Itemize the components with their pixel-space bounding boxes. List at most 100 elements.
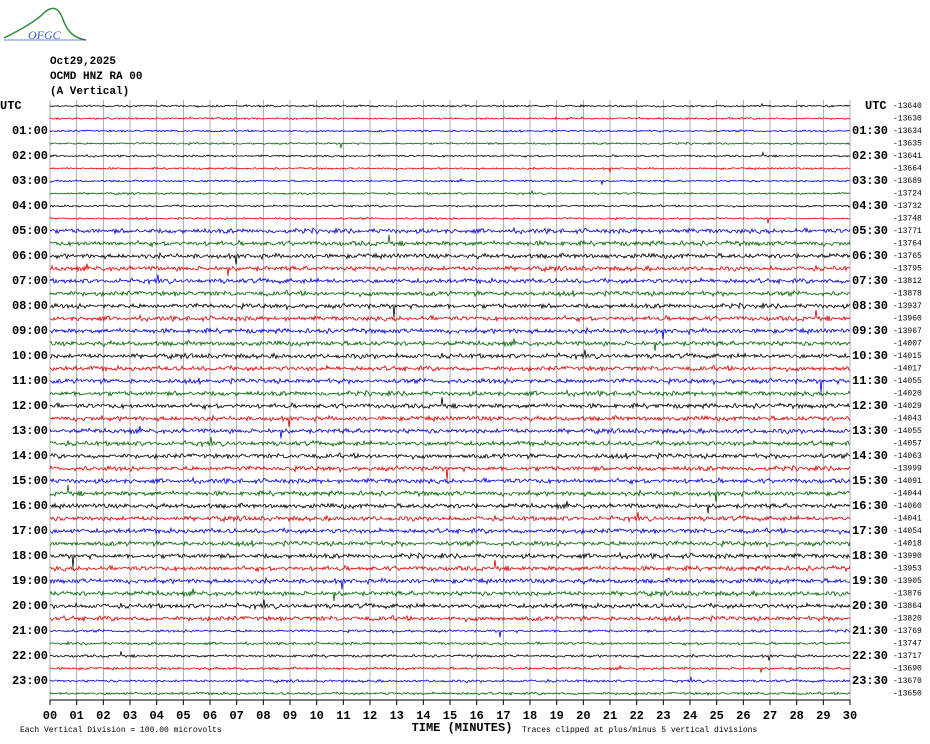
right-time-label: 11:30 [852, 374, 888, 388]
trace [49, 226, 851, 235]
right-time-label: 20:30 [852, 599, 888, 613]
trace [49, 388, 851, 398]
scale-note: Each Vertical Division = 100.00 microvol… [20, 726, 222, 735]
left-time-label: 18:00 [12, 549, 48, 563]
x-tick-label: 30 [843, 709, 857, 723]
trace [49, 452, 851, 461]
trace [49, 177, 851, 186]
trace [49, 526, 851, 536]
offset-label: -13999 [893, 465, 922, 474]
x-tick-label: 15 [443, 709, 457, 723]
left-time-label: 12:00 [12, 399, 48, 413]
offset-label: -13689 [893, 177, 922, 186]
offset-label: -13765 [893, 252, 922, 261]
offset-label: -13717 [893, 652, 922, 661]
offset-label: -14043 [893, 415, 922, 424]
offset-label: -13864 [893, 602, 922, 611]
offset-label: -13732 [893, 202, 922, 211]
offset-label: -13769 [893, 627, 922, 636]
offset-label: -13748 [893, 215, 922, 224]
x-tick-label: 05 [176, 709, 190, 723]
trace [49, 464, 851, 481]
right-time-label: 10:30 [852, 349, 888, 363]
offset-label: -14063 [893, 452, 922, 461]
x-tick-label: 12 [363, 709, 377, 723]
offset-label: -13724 [893, 190, 922, 199]
left-time-label: 15:00 [12, 474, 48, 488]
left-time-label: 03:00 [12, 174, 48, 188]
x-tick-label: 04 [149, 709, 163, 723]
right-time-label: 02:30 [852, 149, 888, 163]
offset-label: -14020 [893, 390, 922, 399]
right-time-label: 21:30 [852, 624, 888, 638]
offset-label: -14044 [893, 490, 922, 499]
x-tick-label: 24 [683, 709, 697, 723]
logo-text: OFGC [28, 28, 62, 42]
labels: 00 01 02 03 04 05 06 07 08 09 10 11 12 13 14 15 16 17 18 19… [0, 99, 922, 723]
right-time-label: 22:30 [852, 649, 888, 663]
offset-label: -14057 [893, 440, 922, 449]
trace [49, 234, 851, 248]
x-tick-label: 23 [656, 709, 670, 723]
offset-label: -13640 [893, 102, 922, 111]
right-time-label: 07:30 [852, 274, 888, 288]
offset-label: -14018 [893, 540, 922, 549]
trace [49, 166, 851, 174]
trace [49, 189, 851, 196]
trace [49, 691, 851, 697]
x-tick-label: 10 [309, 709, 323, 723]
offset-label: -14054 [893, 527, 922, 536]
offset-label: -14060 [893, 502, 922, 511]
left-time-label: 02:00 [12, 149, 48, 163]
left-time-label: 07:00 [12, 274, 48, 288]
left-time-label: 17:00 [12, 524, 48, 538]
logo: OFGC [3, 7, 87, 42]
x-tick-label: 20 [576, 709, 590, 723]
right-time-label: 03:30 [852, 174, 888, 188]
x-tick-label: 21 [603, 709, 617, 723]
right-time-label: 15:30 [852, 474, 888, 488]
date: Oct29,2025 [50, 56, 116, 68]
right-time-label: 01:30 [852, 124, 888, 138]
left-time-label: 10:00 [12, 349, 48, 363]
grid [49, 100, 851, 705]
clip-note: Traces clipped at plus/minus 5 vertical … [522, 726, 757, 735]
x-tick-label: 13 [389, 709, 403, 723]
left-time-label: 13:00 [12, 424, 48, 438]
right-time-label: 13:30 [852, 424, 888, 438]
left-time-label: 22:00 [12, 649, 48, 663]
trace [49, 640, 851, 646]
traces [49, 102, 851, 697]
right-time-label: 14:30 [852, 449, 888, 463]
x-tick-label: 25 [709, 709, 723, 723]
offset-label: -13820 [893, 615, 922, 624]
offset-label: -13960 [893, 315, 922, 324]
trace [49, 664, 851, 673]
x-tick-label: 00 [43, 709, 57, 723]
offset-label: -13990 [893, 552, 922, 561]
trace [49, 484, 851, 502]
trace [49, 426, 851, 439]
offset-label: -13635 [893, 140, 922, 149]
trace [49, 675, 851, 684]
offset-label: -14055 [893, 427, 922, 436]
right-time-label: 04:30 [852, 199, 888, 213]
left-time-label: 16:00 [12, 499, 48, 513]
left-time-label: 04:00 [12, 199, 48, 213]
offset-label: -13690 [893, 665, 922, 674]
offset-label: -13670 [893, 677, 922, 686]
right-time-label: 18:30 [852, 549, 888, 563]
offset-label: -13764 [893, 240, 922, 249]
offset-label: -14055 [893, 377, 922, 386]
offset-label: -13905 [893, 577, 922, 586]
left-time-label: 19:00 [12, 574, 48, 588]
trace [49, 588, 851, 602]
x-tick-label: 26 [736, 709, 750, 723]
trace [49, 263, 851, 277]
trace [49, 364, 851, 373]
trace [49, 651, 851, 661]
trace [49, 141, 851, 149]
offset-label: -14015 [893, 352, 922, 361]
trace [49, 599, 851, 611]
